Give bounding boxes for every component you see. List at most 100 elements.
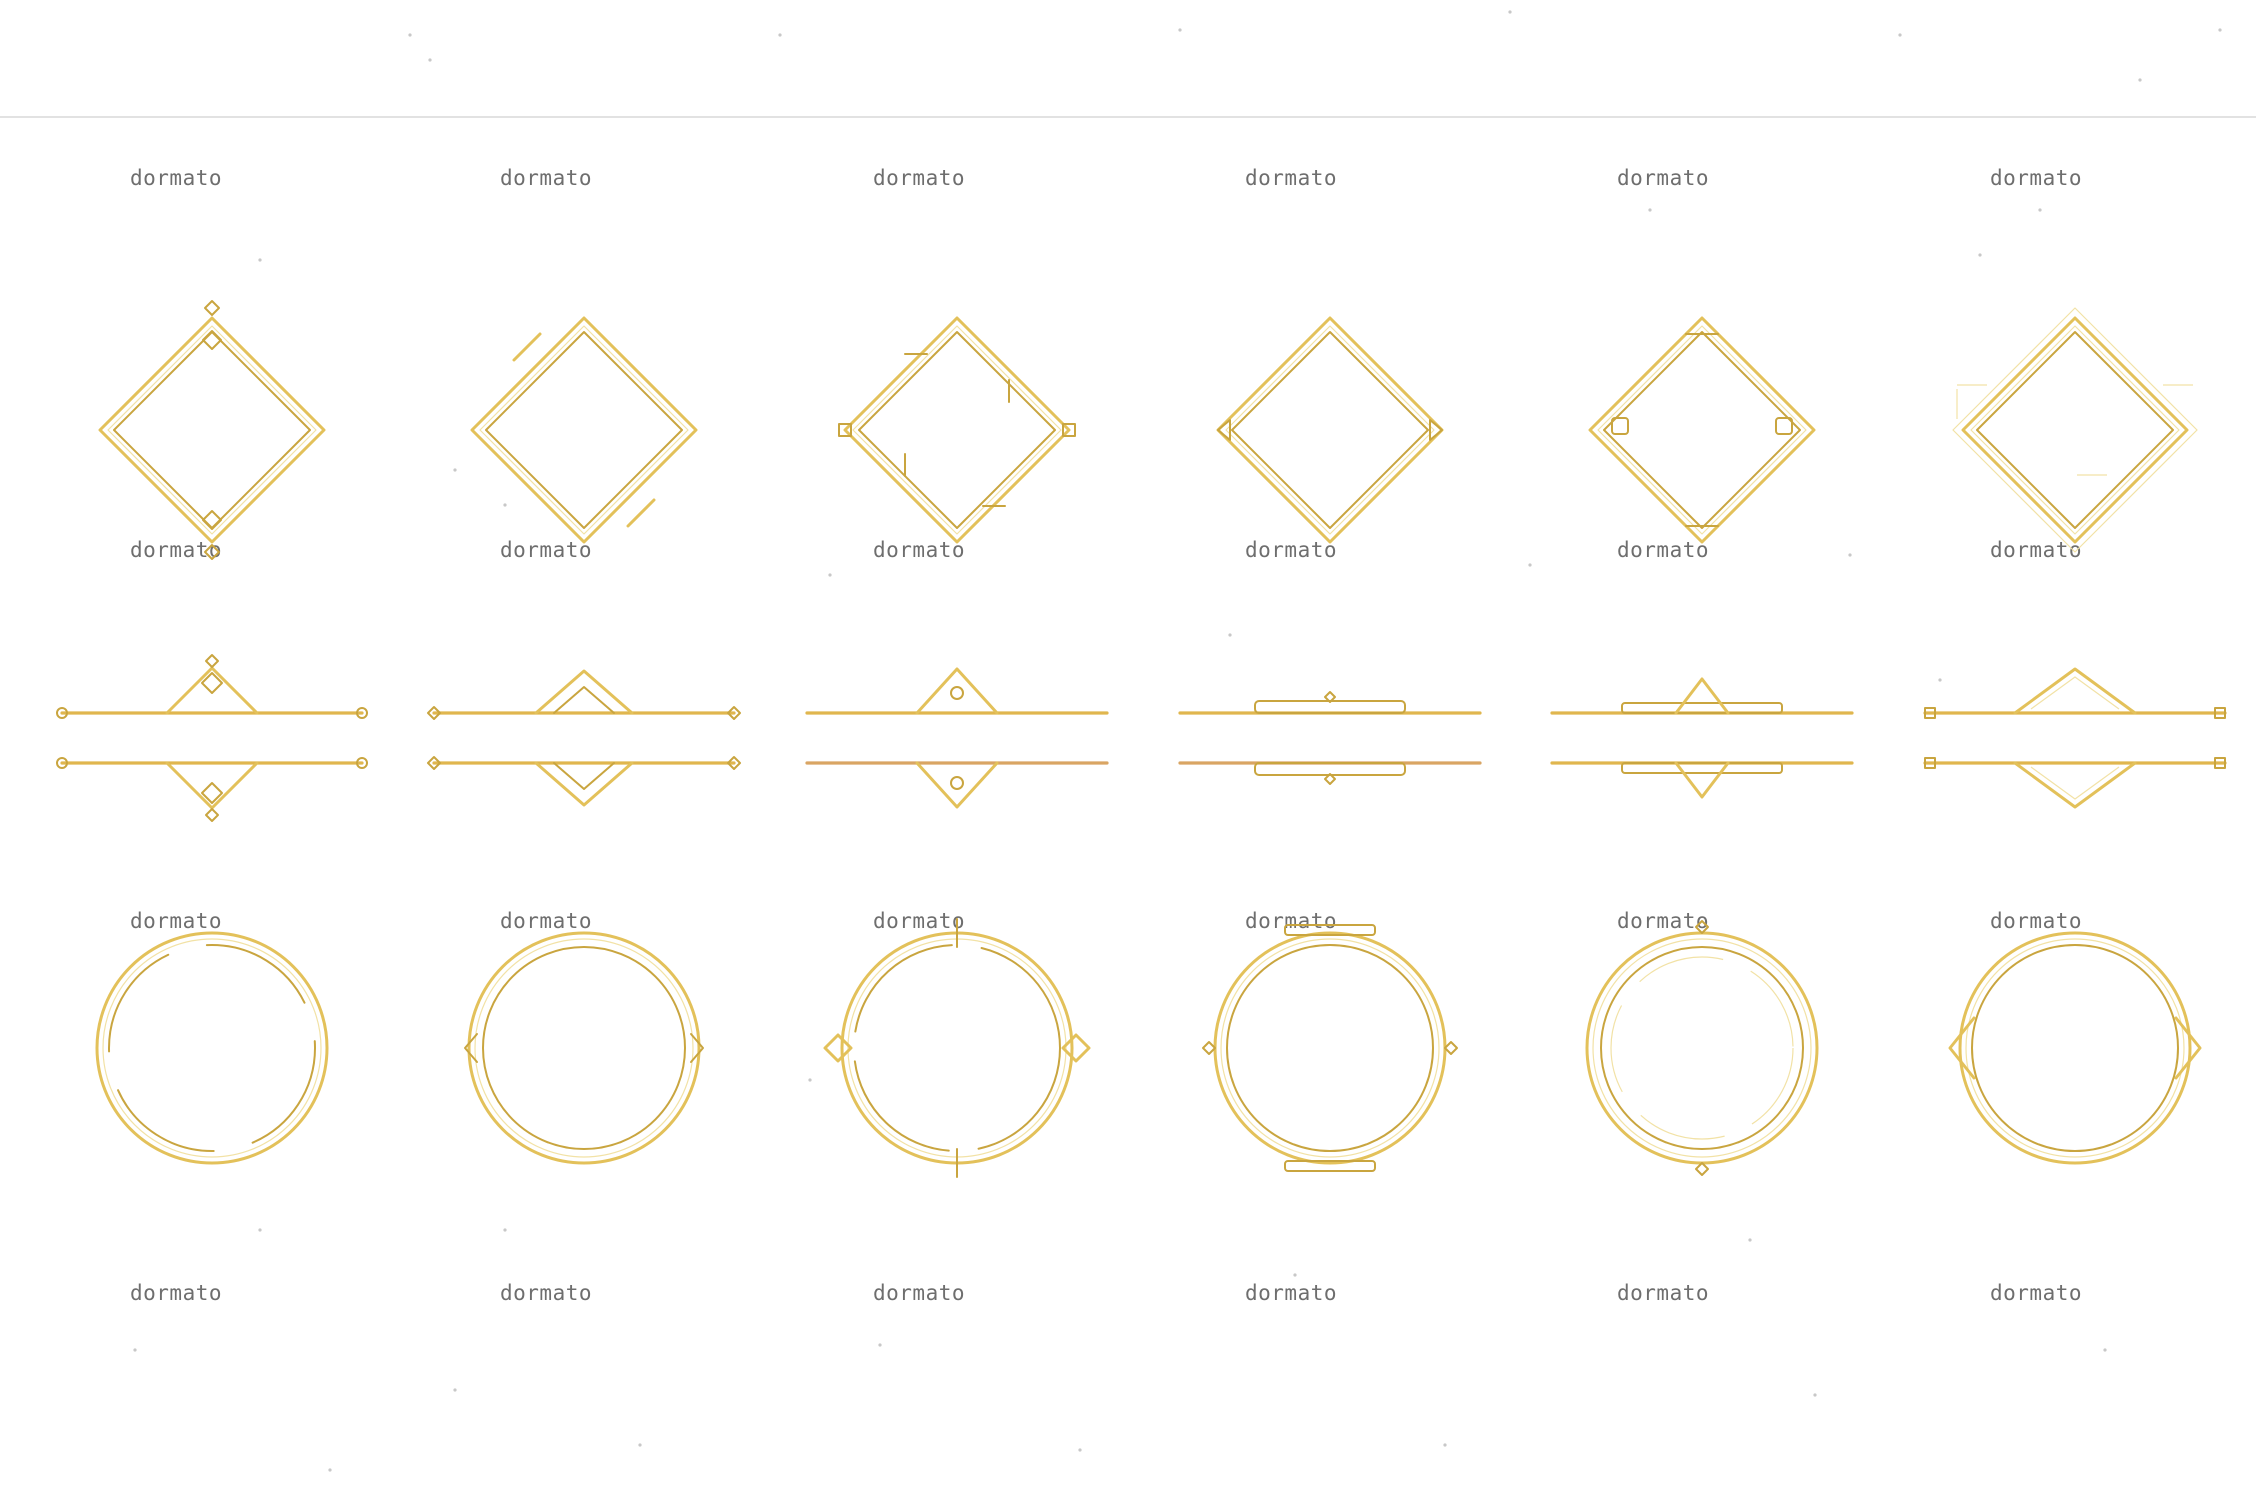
axis-knot	[1695, 1162, 1709, 1176]
chevron-inner	[2030, 676, 2120, 710]
plaque-diamond	[1324, 691, 1336, 703]
diamond-highlight-line	[852, 325, 1062, 535]
circle-frame-1	[95, 931, 329, 1165]
diamond-offset-line	[1952, 307, 2198, 553]
knot-diamond	[204, 544, 220, 560]
circle-outer-ring	[95, 931, 329, 1165]
circle-highlight-ring	[1220, 938, 1440, 1158]
watermark-label: dormato	[1245, 538, 1337, 562]
watermark-label: dormato	[1990, 166, 2082, 190]
dust-speck	[503, 1228, 507, 1232]
knot-diamond	[202, 330, 222, 350]
watermark-label: dormato	[500, 909, 592, 933]
small-square	[1775, 417, 1793, 435]
divider-pair-1	[56, 654, 368, 822]
dust-speck	[428, 58, 432, 62]
dust-speck	[2103, 1348, 2107, 1352]
diamond-frame-2	[470, 316, 698, 544]
dust-speck	[2138, 78, 2142, 82]
divider-pair-4	[1178, 691, 1482, 785]
watermark-label: dormato	[130, 909, 222, 933]
dust-speck	[408, 33, 412, 37]
circle-frame-6	[1948, 931, 2202, 1165]
divider-pairs-row	[56, 654, 2227, 822]
watermark-label: dormato	[1617, 166, 1709, 190]
circle-outer-ring	[1585, 931, 1819, 1165]
small-square	[1611, 417, 1629, 435]
chevron-peak	[2013, 761, 2137, 809]
top-plaque	[1284, 924, 1376, 936]
diamond-frame-1	[98, 300, 326, 560]
watermark-label: dormato	[500, 166, 592, 190]
circle-highlight-ring	[474, 938, 694, 1158]
plaque-triangle	[1674, 761, 1730, 799]
dust-speck	[328, 1468, 332, 1472]
diamond-frame-3	[838, 316, 1076, 544]
bar-end-cap	[427, 706, 441, 720]
diamond-frame-4	[1216, 316, 1444, 544]
diamond-inner-line	[858, 331, 1056, 529]
circle-highlight-ring	[847, 938, 1067, 1158]
dust-speck	[2038, 208, 2042, 212]
knot-diamond	[201, 782, 223, 804]
dust-speck	[1898, 33, 1902, 37]
watermark-label: dormato	[1245, 166, 1337, 190]
pendant-triangle	[915, 761, 999, 809]
watermark-label: dormato	[1617, 1281, 1709, 1305]
dust-speck	[1978, 253, 1982, 257]
nested-chevron	[553, 762, 615, 790]
side-diamond	[1061, 1033, 1091, 1063]
bar-end-cap	[356, 757, 368, 769]
diamond-outer-line	[1216, 316, 1444, 544]
diamond-inner-line	[485, 331, 683, 529]
circle-inner-ring	[1226, 944, 1434, 1152]
triangle-plaque-bar	[1621, 702, 1783, 714]
circle-frame-5	[1585, 920, 1819, 1176]
diamond-inner-line	[1231, 331, 1429, 529]
circle-outer-ring	[467, 931, 701, 1165]
bar-end-cap	[2214, 707, 2226, 719]
diamond-outer-line	[843, 316, 1071, 544]
dust-speck	[1938, 678, 1942, 682]
diamond-highlight-line	[1225, 325, 1435, 535]
corner-square	[838, 423, 852, 437]
bar-end-cap	[427, 756, 441, 770]
circle-frame-4	[1202, 924, 1458, 1172]
dust-speck	[1748, 1238, 1752, 1242]
side-tab	[1429, 419, 1443, 441]
knot-diamond	[202, 510, 222, 530]
bar-end-cap	[2214, 757, 2226, 769]
bottom-plaque	[1284, 1160, 1376, 1172]
diamond-inner-line	[1976, 331, 2174, 529]
bar-end-cap	[356, 707, 368, 719]
diamond-inner-line	[1603, 331, 1801, 529]
bar-end-cap	[56, 707, 68, 719]
dust-speck	[1648, 208, 1652, 212]
circle-frame-3	[823, 918, 1091, 1178]
dust-speck	[638, 1443, 642, 1447]
circle-inner-ring	[853, 944, 1061, 1152]
circle-outer-ring	[1958, 931, 2192, 1165]
circle-third-ring	[1610, 956, 1794, 1140]
divider-pair-6	[1923, 667, 2227, 809]
side-arrow	[1948, 1016, 1976, 1080]
circle-highlight-ring	[1965, 938, 2185, 1158]
pendant-dot	[950, 776, 964, 790]
plaque-diamond	[1324, 773, 1336, 785]
knot-diamond	[205, 808, 219, 822]
divider-pair-3	[805, 667, 1109, 809]
knot-diamond	[204, 300, 220, 316]
plaque-triangle	[1674, 677, 1730, 715]
dust-speck	[1443, 1443, 1447, 1447]
dust-speck	[453, 468, 457, 472]
watermark-label: dormato	[873, 1281, 965, 1305]
dust-speck	[1508, 10, 1512, 14]
side-diamond	[823, 1033, 853, 1063]
diamond-outer-line	[470, 316, 698, 544]
diamond-frame-5	[1588, 316, 1816, 544]
dust-speck	[503, 503, 507, 507]
watermark-label: dormato	[873, 909, 965, 933]
dust-speck	[453, 1388, 457, 1392]
watermark-label: dormato	[130, 166, 222, 190]
